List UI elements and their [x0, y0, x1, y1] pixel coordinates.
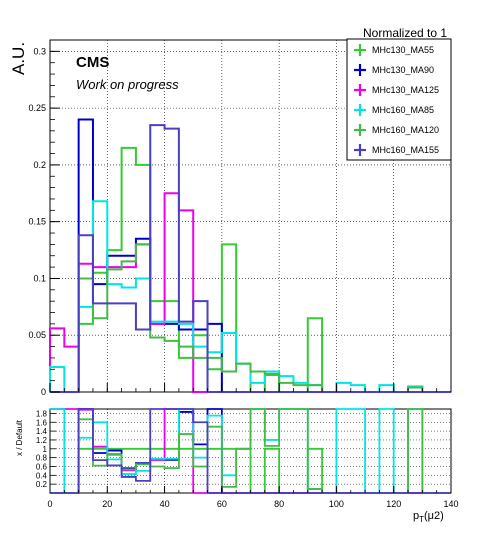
- ratio-y-tick-label: 1.2: [36, 436, 48, 445]
- ratio-y-tick-label: 1.6: [36, 418, 48, 427]
- ratio-y-tick-label: 1: [43, 445, 48, 454]
- work-in-progress-label: Work on progress: [76, 77, 179, 92]
- y-tick-label: 0.1: [33, 273, 46, 283]
- series-line-MHc130_MA125: [49, 192, 451, 393]
- legend-label: MHc160_MA85: [372, 105, 434, 115]
- legend-label: MHc130_MA90: [372, 65, 434, 75]
- x-tick-label: 20: [102, 499, 112, 509]
- x-tick-label: 0: [47, 499, 52, 509]
- x-axis-title: pT(μ2): [413, 510, 444, 524]
- y-tick-label: 0.25: [28, 103, 46, 113]
- x-tick-label: 100: [329, 499, 344, 509]
- main-grid: [50, 40, 451, 392]
- y-tick-label: 0.3: [33, 46, 46, 56]
- y-tick-label: 0: [41, 387, 46, 397]
- x-tick-label: 120: [386, 499, 401, 509]
- cms-label: CMS: [76, 54, 109, 71]
- y-tick-label: 0.15: [28, 217, 46, 227]
- x-tick-label: 140: [443, 499, 458, 509]
- normalized-title: Normalized to 1: [363, 26, 447, 40]
- legend-label: MHc160_MA120: [372, 125, 439, 135]
- ratio-y-tick-label: 1.4: [36, 427, 48, 436]
- legend: MHc130_MA55 MHc130_MA90 MHc130_MA125 MHc160…: [346, 38, 452, 161]
- y-axis-title: A.U.: [9, 42, 28, 75]
- y-tick-label: 0.05: [28, 330, 46, 340]
- ratio-y-axis-title: x / Default: [15, 419, 24, 456]
- axis-ticks: 0 20 40 60 80 100 120 140 0 0.05 0.1 0.15 0.2 0.25 0.3…: [28, 46, 458, 509]
- legend-label: MHc130_MA55: [372, 45, 434, 55]
- ratio-y-tick-label: 0.6: [36, 462, 48, 471]
- x-tick-label: 60: [217, 499, 227, 509]
- legend-label: MHc130_MA125: [372, 85, 439, 95]
- ratio-y-tick-label: 0.8: [36, 454, 48, 463]
- x-tick-label: 80: [274, 499, 284, 509]
- legend-box: [346, 38, 452, 161]
- legend-label: MHc160_MA155: [372, 145, 439, 155]
- ratio-y-tick-label: 0.2: [36, 480, 48, 489]
- ratio-series-group: [50, 408, 451, 494]
- ratio-y-tick-label: 1.8: [36, 409, 48, 418]
- ratio-y-tick-label: 0.4: [36, 471, 48, 480]
- x-tick-label: 40: [160, 499, 170, 509]
- y-tick-label: 0.2: [33, 160, 46, 170]
